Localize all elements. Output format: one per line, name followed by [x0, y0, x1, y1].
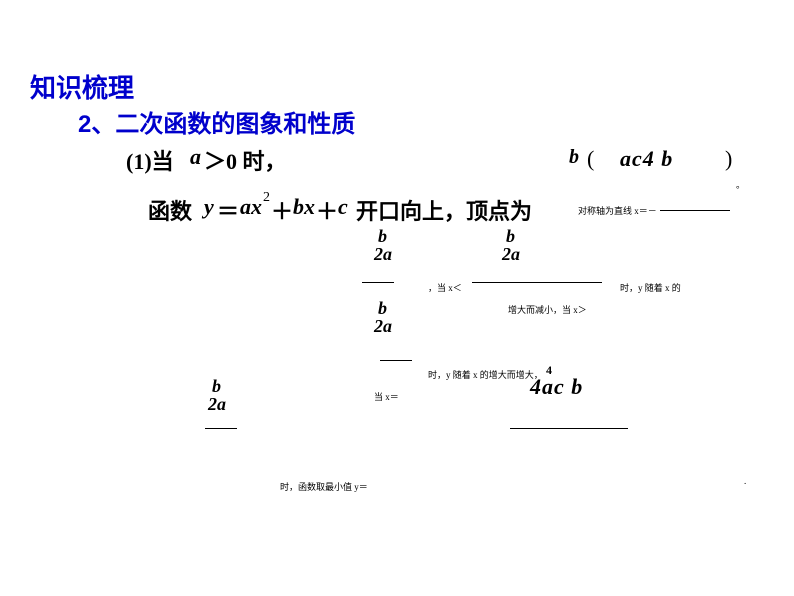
vertex-inner: ac4 b: [620, 146, 673, 172]
vertex-paren-r: ): [725, 146, 732, 172]
dot-end: .: [744, 476, 746, 486]
blank-line-4: [380, 360, 412, 361]
symmetry-axis-text: 对称轴为直线 x＝－: [578, 204, 657, 217]
line2-ax: ax: [240, 194, 262, 220]
line1-part1: (1)当: [126, 144, 174, 176]
frac2-den-2a: 2a: [502, 244, 520, 265]
line2-bx: bx: [293, 194, 315, 220]
small-dangx-lt: ，当 x＜: [428, 281, 462, 294]
small-min-value: 时，函数取最小值 y＝: [280, 480, 368, 493]
frac1-den-2a: 2a: [374, 244, 392, 265]
vertex-paren-l: (: [587, 146, 594, 172]
blank-line-3: [472, 282, 602, 283]
line1-a: a: [190, 144, 201, 170]
blank-line-5: [205, 428, 237, 429]
vertex-period: 。: [736, 178, 745, 191]
small-shi-y: 时，y 随着 x 的: [620, 281, 681, 294]
blank-line-2: [362, 282, 394, 283]
line2-hanshu: 函数: [148, 194, 192, 226]
line2-text: 开口向上，顶点为: [356, 194, 532, 226]
small-shi-zengda: 时，y 随着 x 的增大而增大，: [428, 368, 543, 381]
line2-sup2: 2: [263, 190, 270, 206]
blank-line-1: [660, 210, 730, 211]
frac-big-4ac-b: 4ac b: [530, 374, 583, 400]
line2-y: y: [204, 194, 214, 220]
line1-part2: ＞0 时，: [204, 144, 287, 176]
heading-section: 2、二次函数的图象和性质: [78, 104, 355, 139]
small-dangx-eq: 当 x＝: [374, 390, 399, 403]
line2-eq: ＝: [217, 194, 239, 226]
line2-c: c: [338, 194, 348, 220]
frac3-den-2a: 2a: [374, 316, 392, 337]
heading-knowledge: 知识梳理: [30, 68, 134, 105]
line2-plus2: ＋: [316, 194, 338, 226]
small-zengda-jianxiao: 增大而减小，当 x＞: [508, 303, 587, 316]
vertex-b: b: [569, 146, 579, 169]
frac4-den-2a: 2a: [208, 394, 226, 415]
blank-line-6: [510, 428, 628, 429]
line2-plus1: ＋: [271, 194, 293, 226]
